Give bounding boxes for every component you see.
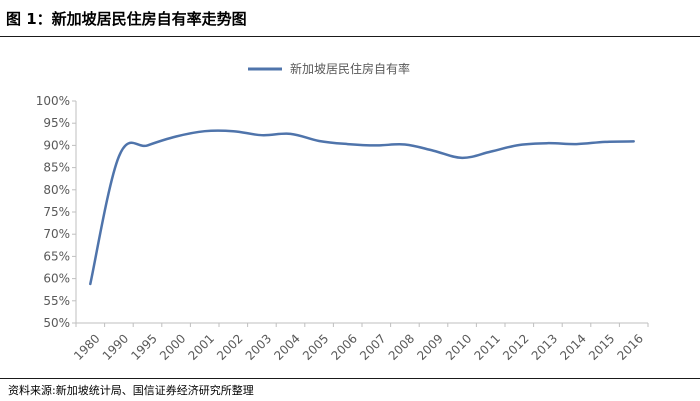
x-tick-label: 2005 — [300, 331, 331, 362]
x-tick-label: 2007 — [357, 331, 388, 362]
x-tick-label: 2009 — [414, 331, 445, 362]
x-tick-label: 2001 — [186, 331, 217, 362]
y-tick-label: 85% — [43, 161, 70, 175]
y-tick-label: 50% — [43, 316, 70, 330]
y-tick-label: 80% — [43, 183, 70, 197]
x-tick-label: 2003 — [243, 331, 274, 362]
y-tick-label: 95% — [43, 116, 70, 130]
figure-source: 资料来源:新加坡统计局、国信证券经济研究所整理 — [8, 384, 254, 397]
y-ticks: 50% 55% 60% 65% 70% 75% 80% 85% 90% 95% 100% — [36, 94, 76, 330]
x-tick-label: 1995 — [128, 331, 159, 362]
x-tick-label: 2008 — [386, 331, 417, 362]
x-ticks: 1980199019952000200120022003200420052006… — [71, 323, 649, 363]
x-tick-label: 2014 — [557, 331, 588, 362]
x-tick-label: 2000 — [157, 331, 188, 362]
top-rule — [0, 36, 700, 37]
legend: 新加坡居民住房自有率 — [248, 61, 410, 76]
legend-label: 新加坡居民住房自有率 — [290, 61, 410, 76]
x-tick-label: 2004 — [271, 331, 302, 362]
x-tick-label: 2010 — [443, 331, 474, 362]
bottom-rule — [0, 378, 700, 379]
y-tick-label: 60% — [43, 272, 70, 286]
y-tick-label: 55% — [43, 294, 70, 308]
x-tick-label: 2013 — [529, 331, 560, 362]
series-line — [89, 129, 635, 286]
y-tick-label: 75% — [43, 205, 70, 219]
x-tick-label: 1990 — [100, 331, 131, 362]
y-tick-label: 70% — [43, 227, 70, 241]
line-chart: 新加坡居民住房自有率 50% 55% 60% 65% 70% 75% 80% 85% 90% 95… — [36, 61, 649, 363]
x-tick-label: 1980 — [71, 331, 102, 362]
y-tick-label: 100% — [36, 94, 70, 108]
x-tick-label: 2006 — [329, 331, 360, 362]
x-tick-label: 2002 — [214, 331, 245, 362]
x-tick-label: 2012 — [500, 331, 531, 362]
y-tick-label: 90% — [43, 138, 70, 152]
figure-title: 图 1：新加坡居民住房自有率走势图 — [6, 10, 247, 28]
x-tick-label: 2015 — [586, 331, 617, 362]
x-tick-label: 2016 — [615, 331, 646, 362]
y-tick-label: 65% — [43, 249, 70, 263]
x-tick-label: 2011 — [472, 331, 503, 362]
